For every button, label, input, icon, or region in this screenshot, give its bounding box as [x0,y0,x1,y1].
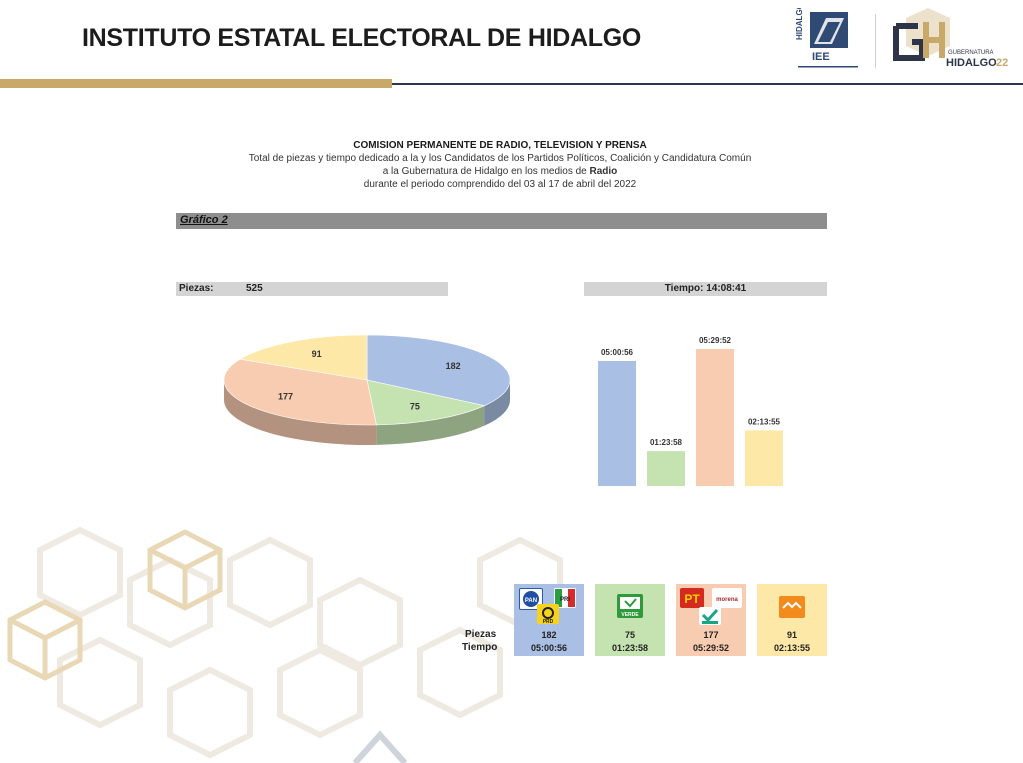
svg-text:morena: morena [716,597,738,603]
svg-text:GUBERNATURA: GUBERNATURA [948,50,994,56]
pie-slice-label: 91 [312,349,322,359]
pie-slice-label: 177 [278,392,293,402]
svg-text:22: 22 [996,57,1008,69]
pie-slice-label: 75 [410,402,420,412]
pie-slice [366,379,486,426]
pie-slice-side [376,405,485,445]
svg-text:PAN: PAN [525,598,537,604]
tiempo-total-box: Tiempo: 14:08:41 [584,282,827,296]
logo-separator [875,14,876,68]
svg-text:PRD: PRD [543,619,554,624]
heading-description: Total de piezas y tiempo dedicado a la y… [248,153,752,164]
bar [647,451,685,486]
morena-logo-icon: morena [712,588,742,608]
gubernatura-logo: GUBERNATURA HIDALGO 22 [893,8,1008,69]
svg-text:PT: PT [684,592,700,606]
pie-slice-side [484,380,510,426]
heading-medium-name: Radio [589,166,618,177]
grafico-header-bar: Gráfico 2 [176,213,827,229]
piezas-value: 525 [246,283,263,294]
nueva-alianza-logo-icon [699,607,721,625]
header-rule [392,83,1023,85]
bar [598,361,636,486]
pie-slice [223,358,377,426]
verde-logo-icon: VERDE [617,594,643,618]
cell-piezas: 91 [786,630,797,640]
cell-piezas: 177 [703,630,719,640]
mc-logo-icon [779,596,805,618]
heading-commission: COMISION PERMANENTE DE RADIO, TELEVISION… [353,140,647,151]
party-cell-pt-morena-na: PT morena 177 05:29:52 [676,584,746,656]
cell-tiempo: 01:23:58 [611,643,649,653]
pie-slice-side [224,380,377,445]
pt-logo-icon: PT [680,588,704,608]
piezas-total-box: Piezas: 525 [176,282,448,296]
heading-medium-prefix: a la Gubernatura de Hidalgo en los medio… [382,166,590,177]
page-title: INSTITUTO ESTATAL ELECTORAL DE HIDALGO [82,24,641,52]
row-label-tiempo: Tiempo [462,642,498,653]
svg-text:PRI: PRI [560,597,570,603]
party-cell-pan-pri-prd: PAN PRI PRD 182 05:00:56 [514,584,584,656]
report-heading: COMISION PERMANENTE DE RADIO, TELEVISION… [150,139,850,191]
pie-slice [239,334,368,381]
bar-value-label: 02:13:55 [748,417,781,426]
cell-piezas: 75 [624,630,635,640]
cell-tiempo: 05:29:52 [692,643,730,653]
bar-value-label: 01:23:58 [650,438,683,447]
svg-text:HIDALGO: HIDALGO [946,57,997,69]
bar-value-label: 05:29:52 [699,336,732,345]
piezas-label: Piezas: [179,283,214,294]
party-cell-verde: VERDE 75 01:23:58 [595,584,665,656]
cell-tiempo: 05:00:56 [530,643,568,653]
svg-text:VERDE: VERDE [621,612,639,618]
svg-text:HIDALGO: HIDALGO [796,8,804,40]
party-cell-mc: 91 02:13:55 [757,584,827,656]
pri-logo-icon: PRI [554,588,576,608]
row-label-piezas: Piezas [465,629,497,640]
cell-tiempo: 02:13:55 [773,643,811,653]
iee-logo: HIDALGO IEE [796,8,858,68]
heading-medium: a la Gubernatura de Hidalgo en los medio… [150,165,850,178]
header-gold-bar [0,79,392,88]
pie-slice-label: 182 [446,361,461,371]
svg-text:IEE: IEE [812,51,830,63]
background-hexagon-pattern [7,526,563,763]
bar-value-label: 05:00:56 [601,348,634,357]
heading-period: durante el periodo comprendido del 03 al… [363,179,637,190]
bar [696,349,734,486]
grafico-label: Gráfico 2 [180,214,228,226]
pie-slice [366,334,511,406]
cell-piezas: 182 [541,630,557,640]
bar [745,430,783,486]
prd-logo-icon: PRD [537,604,559,625]
